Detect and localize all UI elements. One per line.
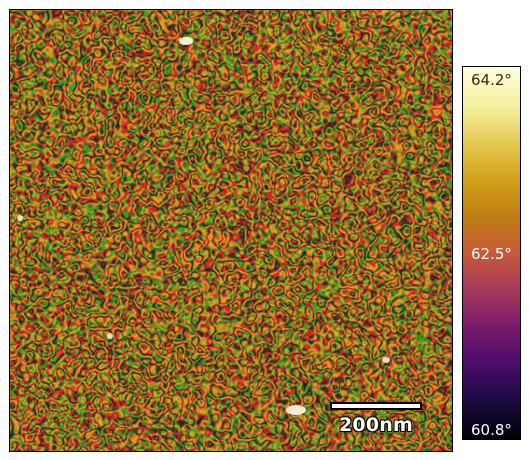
- scale-bar-group: 200nm: [330, 402, 422, 442]
- colorbar: 64.2° 62.5° 60.8°: [462, 66, 521, 440]
- afm-texture: [10, 10, 452, 451]
- afm-phase-image: [9, 9, 453, 452]
- scale-bar-label: 200nm: [339, 414, 413, 436]
- colorbar-mid-label: 62.5°: [471, 245, 512, 263]
- colorbar-min-label: 60.8°: [471, 421, 512, 439]
- colorbar-max-label: 64.2°: [471, 71, 512, 89]
- scale-bar: [330, 402, 422, 410]
